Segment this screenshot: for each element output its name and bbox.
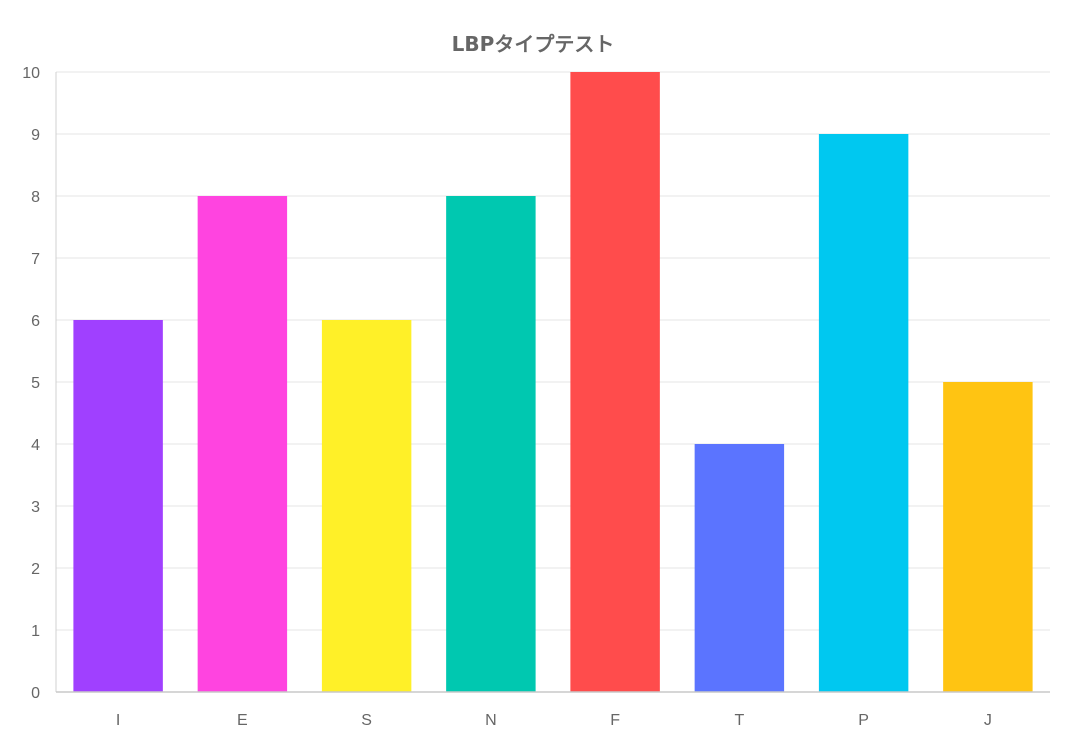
bar-p [818, 134, 909, 692]
bars [73, 72, 1033, 692]
x-tick-label: N [485, 712, 497, 729]
x-tick-label: E [237, 712, 248, 729]
x-tick-label: I [116, 712, 120, 729]
bar-i [73, 320, 163, 692]
y-tick-label: 5 [31, 375, 40, 392]
x-tick-label: T [734, 712, 744, 729]
bar-n [446, 196, 536, 692]
bar-t [694, 444, 785, 692]
y-tick-label: 9 [31, 127, 40, 144]
bar-j [943, 382, 1033, 692]
y-tick-labels: 0 1 2 3 4 5 6 7 8 9 10 [22, 65, 40, 702]
x-tick-label: F [610, 712, 620, 729]
bar-f [570, 72, 660, 692]
x-tick-label: S [361, 712, 372, 729]
y-tick-label: 1 [31, 623, 40, 640]
y-tick-label: 6 [31, 313, 40, 330]
axes [55, 72, 1050, 693]
y-tick-label: 4 [31, 437, 40, 454]
chart-title: LBPタイプテスト [451, 32, 615, 56]
y-tick-label: 10 [22, 65, 40, 82]
y-tick-label: 0 [31, 685, 40, 702]
bar-e [197, 196, 288, 692]
x-tick-label: P [858, 712, 869, 729]
y-tick-label: 7 [31, 251, 40, 268]
y-tick-label: 2 [31, 561, 40, 578]
x-tick-label: J [984, 712, 992, 729]
bar-s [321, 320, 412, 692]
y-tick-label: 3 [31, 499, 40, 516]
y-tick-label: 8 [31, 189, 40, 206]
